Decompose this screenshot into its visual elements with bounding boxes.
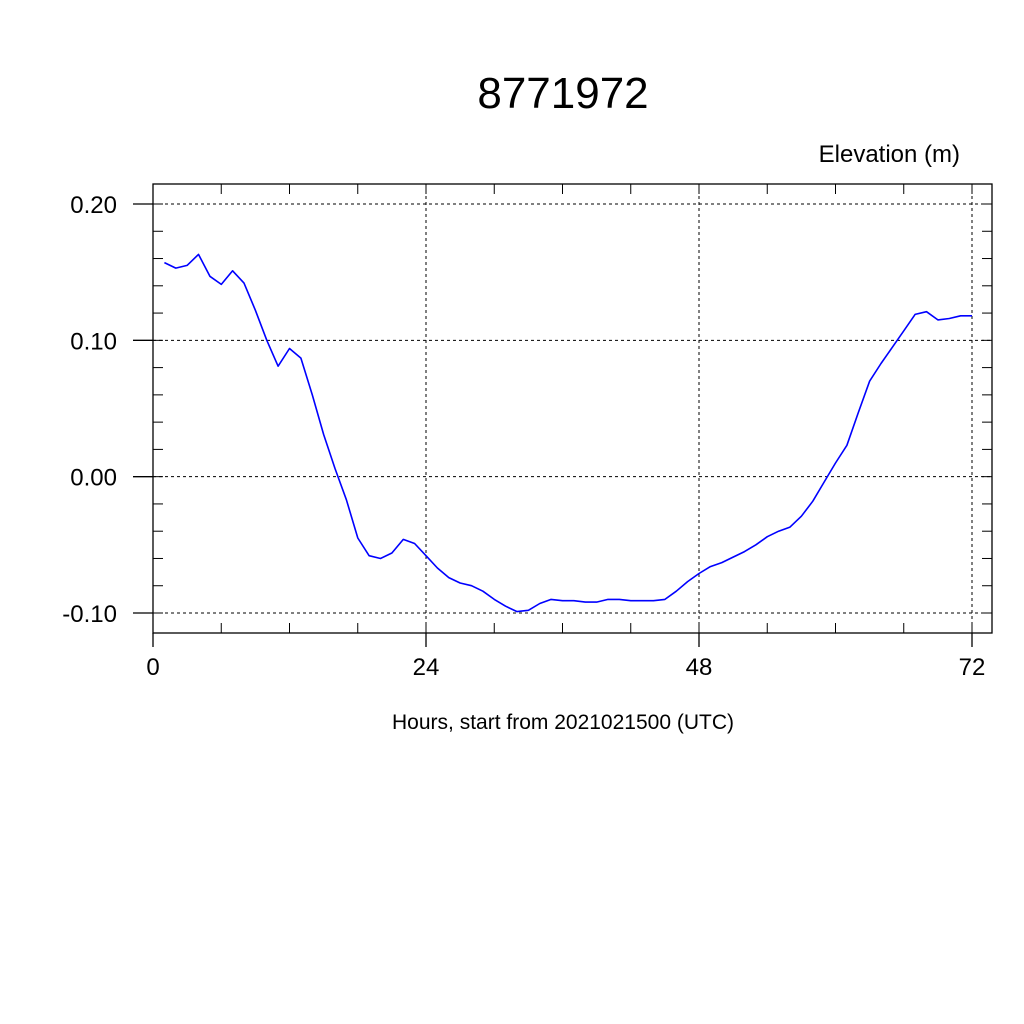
units-label: Elevation (m) (819, 141, 960, 168)
x-tick-labels: 0 24 48 72 (146, 654, 985, 681)
y-tick-label: 0.20 (70, 192, 117, 219)
chart-title: 8771972 (477, 69, 648, 118)
x-axis-title: Hours, start from 2021021500 (UTC) (392, 711, 734, 734)
y-tick-labels: -0.10 0.00 0.10 0.20 (62, 192, 117, 628)
elevation-series-line (164, 253, 972, 613)
plot-frame (152, 183, 993, 634)
y-tick-label: 0.00 (70, 465, 117, 492)
x-tick-label: 48 (686, 654, 713, 681)
x-tick-label: 24 (413, 654, 440, 681)
x-tick-label: 72 (959, 654, 986, 681)
y-tick-label: 0.10 (70, 328, 117, 355)
y-tick-label: -0.10 (62, 601, 117, 628)
x-tick-label: 0 (146, 654, 159, 681)
